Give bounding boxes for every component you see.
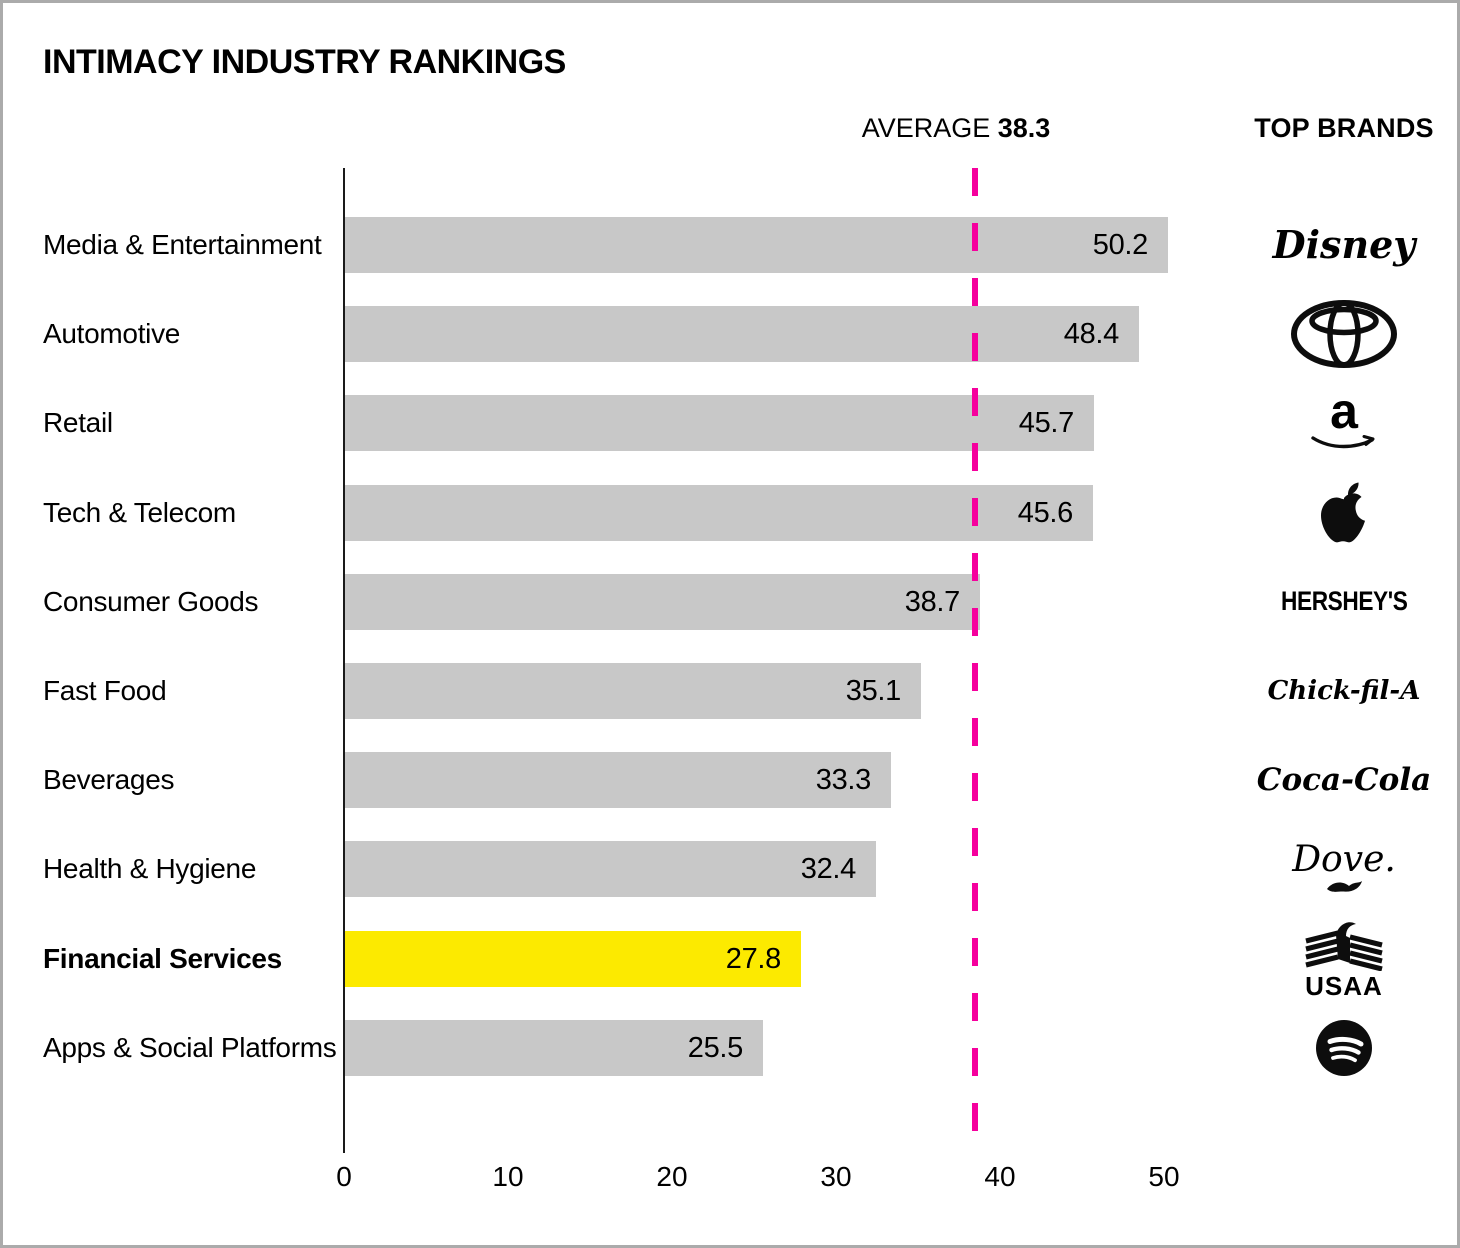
chart-row: Tech & Telecom 45.6 <box>3 482 1457 542</box>
chart-row: Health & Hygiene 32.4 Dove. <box>3 841 1457 898</box>
bar: 45.6 <box>345 484 1093 541</box>
x-tick-label: 20 <box>656 1161 688 1192</box>
chart-row: Fast Food 35.1 Chick-fil-A <box>3 663 1457 719</box>
apple-logo-emblem <box>1321 482 1365 542</box>
bar-value-label: 38.7 <box>904 585 961 618</box>
chart-row: Apps & Social Platforms 25.5 <box>3 1019 1457 1076</box>
disney-logo: Disney <box>1249 205 1439 285</box>
bar-value-label: 45.7 <box>1018 407 1075 440</box>
category-label: Automotive <box>43 318 181 350</box>
chick-fil-a-logo-wordmark: Chick-fil-A <box>1267 676 1421 706</box>
bar-value-label: 50.2 <box>1092 229 1149 261</box>
disney-logo-wordmark: Disney <box>1272 222 1416 267</box>
hershey-s-logo-wordmark: HERSHEY'S <box>1280 586 1408 617</box>
coca-cola-logo: Coca-Cola <box>1249 740 1439 820</box>
apple-logo <box>1249 473 1439 553</box>
x-tick-label: 50 <box>1148 1161 1180 1192</box>
bar-value-label: 48.4 <box>1063 318 1120 351</box>
average-annotation-prefix: AVERAGE <box>861 113 991 143</box>
bar-value-label: 32.4 <box>800 853 857 886</box>
category-label: Fast Food <box>43 675 167 706</box>
bar-value-label: 35.1 <box>845 675 902 707</box>
bar: 33.3 <box>345 752 891 809</box>
category-label: Media & Entertainment <box>43 229 322 260</box>
bar: 27.8 <box>345 930 801 987</box>
chart-row: Financial Services 27.8 USAA <box>3 921 1457 999</box>
chart-title: INTIMACY INDUSTRY RANKINGS <box>43 43 566 81</box>
bar: 32.4 <box>345 841 876 898</box>
bar: 35.1 <box>345 663 921 719</box>
chick-fil-a-logo: Chick-fil-A <box>1249 651 1439 731</box>
x-tick-label: 40 <box>984 1161 1016 1192</box>
coca-cola-logo-wordmark: Coca-Cola <box>1256 761 1432 798</box>
y-axis-line <box>343 168 345 1153</box>
hershey-s-logo: HERSHEY'S <box>1249 562 1439 642</box>
amazon-logo-emblem: a <box>1309 386 1379 455</box>
bar: 48.4 <box>345 306 1139 363</box>
category-label: Tech & Telecom <box>43 496 236 528</box>
bar: 38.7 <box>345 573 980 630</box>
chart-row: Consumer Goods 38.7 HERSHEY'S <box>3 573 1457 630</box>
average-line <box>972 168 978 1151</box>
dove-logo-wordmark: Dove. <box>1292 842 1396 896</box>
dove-logo: Dove. <box>1249 829 1439 909</box>
category-label: Financial Services <box>43 942 282 974</box>
toyota-logo-emblem <box>1291 300 1397 369</box>
category-label: Consumer Goods <box>43 585 259 617</box>
chart-row: Media & Entertainment 50.2 Disney <box>3 217 1457 273</box>
x-tick-label: 10 <box>492 1161 524 1192</box>
category-label: Beverages <box>43 764 175 796</box>
bar: 25.5 <box>345 1019 763 1076</box>
usaa-logo-emblem: USAA <box>1298 919 1390 999</box>
x-tick-label: 0 <box>336 1161 352 1192</box>
bar-value-label: 27.8 <box>725 942 782 975</box>
category-label: Retail <box>43 407 113 439</box>
average-annotation-value: 38.3 <box>997 113 1051 143</box>
bar-value-label: 45.6 <box>1017 496 1074 529</box>
toyota-logo <box>1249 294 1439 374</box>
amazon-logo: a <box>1249 383 1439 463</box>
chart-row: Beverages 33.3 Coca-Cola <box>3 752 1457 809</box>
spotify-logo <box>1249 1008 1439 1088</box>
category-label: Apps & Social Platforms <box>43 1031 337 1063</box>
bar-value-label: 33.3 <box>815 764 872 797</box>
x-tick-label: 30 <box>820 1161 852 1192</box>
bar: 50.2 <box>345 217 1168 273</box>
category-label: Health & Hygiene <box>43 853 257 885</box>
spotify-logo-emblem <box>1316 1019 1372 1076</box>
bar-value-label: 25.5 <box>687 1031 744 1064</box>
usaa-logo: USAA <box>1249 919 1439 999</box>
average-annotation: AVERAGE 38.3 <box>862 113 1051 144</box>
bar: 45.7 <box>345 395 1094 452</box>
top-brands-header: TOP BRANDS <box>1254 113 1434 143</box>
chart-row: Retail 45.7 a <box>3 386 1457 452</box>
chart-row: Automotive 48.4 <box>3 300 1457 369</box>
